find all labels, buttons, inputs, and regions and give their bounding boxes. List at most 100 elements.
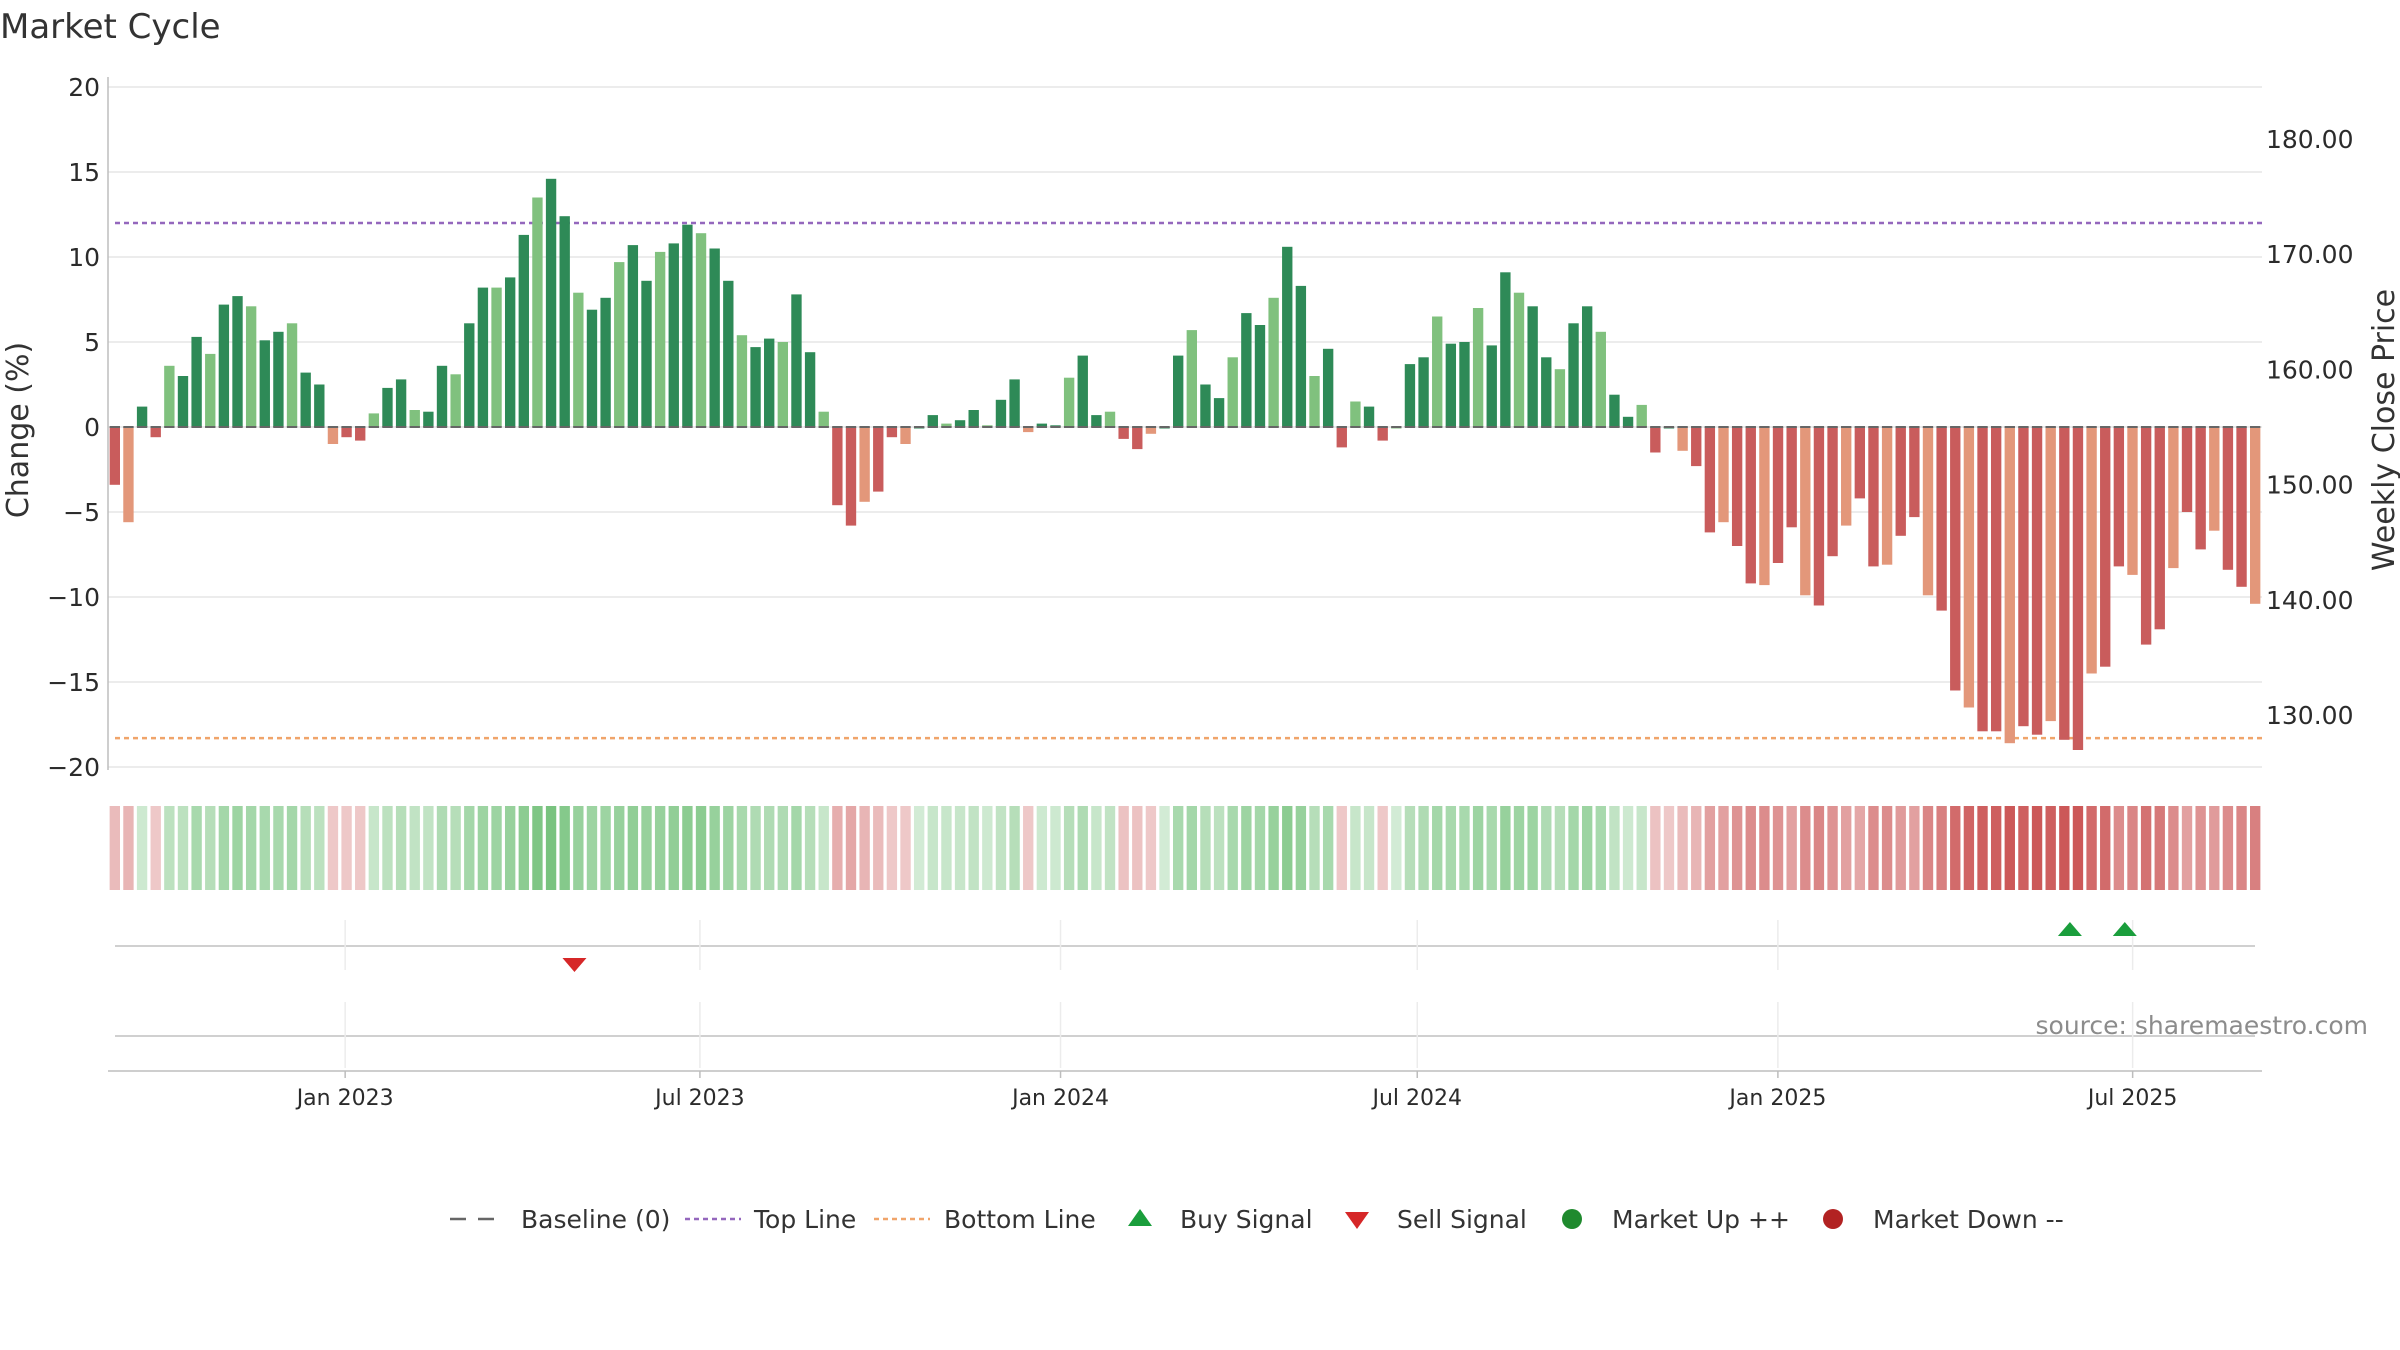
strip-cell [504,806,516,890]
change-bar [1445,343,1457,427]
strip-cell [1936,806,1947,890]
strip-cell [573,806,584,890]
strip-cell [2209,806,2220,890]
change-bar [709,248,720,427]
change-bar [750,347,761,427]
legend-sell-swatch [1345,1212,1369,1229]
change-bar [123,427,134,523]
change-bar [1854,427,1866,499]
change-bar [1527,306,1538,427]
strip-cell [1772,806,1784,890]
change-bar [1936,427,1947,611]
strip-cell [1841,806,1852,890]
change-bar [791,294,802,427]
change-bar [627,245,639,427]
legend-label: Market Down -- [1873,1205,2064,1234]
strip-cell [1990,806,2002,890]
change-bar [1677,427,1688,451]
strip-cell [164,806,175,890]
strip-cell [1023,806,1034,890]
change-bar [545,178,557,427]
y-tick-label: 20 [68,73,100,102]
reference-lines [115,221,2262,740]
change-bar [368,413,380,427]
change-bar [654,251,666,427]
change-bar [1500,272,1511,427]
change-bar [1282,246,1293,427]
change-bar [1636,404,1647,427]
strip-cell [1145,806,1157,890]
strip-cell [654,806,666,890]
strip-cell [1895,806,1906,890]
strip-cell [764,806,775,890]
strip-cell [409,806,420,890]
strip-cell [859,806,870,890]
strip-cell [804,806,816,890]
change-bar [1950,427,1961,691]
strip-cell [668,806,679,890]
strip-cell [1691,806,1702,890]
change-bar [695,233,707,427]
strip-cell [123,806,134,890]
change-bar [1691,427,1702,467]
strip-cell [177,806,189,890]
strip-cell [2004,806,2015,890]
change-bar [2181,427,2193,512]
strip-cell [477,806,489,890]
strip-cell [982,806,993,890]
strip-cell [1295,806,1307,890]
y2-tick-label: 140.00 [2266,586,2353,615]
strip-cell [1363,806,1375,890]
change-bar [600,297,611,427]
y2-tick-label: 160.00 [2266,355,2353,384]
strip-cell [259,806,270,890]
change-bar [736,335,748,427]
strip-cell [791,806,802,890]
strip-cell [232,806,243,890]
change-bar [2100,427,2111,667]
change-bar [614,262,625,427]
strip-cell [136,806,148,890]
strip-cell [995,806,1007,890]
y-tick-label: 5 [84,328,100,357]
sell-signal-marker [562,958,587,972]
legend-label: Buy Signal [1180,1205,1313,1234]
change-bar [941,423,952,427]
strip-cell [1050,806,1061,890]
strip-cell [2236,806,2247,890]
change-bar [1200,384,1211,427]
change-bar [1268,297,1279,427]
strip-cell [1868,806,1879,890]
x-axis: Jan 2023 Jul 2023 Jan 2024 Jul 2024 Jan 2025… [108,1070,2262,1111]
change-bar [995,399,1007,427]
change-bar [1568,323,1579,427]
change-bar [1145,427,1157,434]
strip-cell [2127,806,2138,890]
strip-cell [886,806,898,890]
change-bar [205,353,216,427]
strip-cell [2059,806,2070,890]
change-bar [2004,427,2015,744]
change-bar [109,427,120,485]
change-bar [259,340,270,427]
change-bar [1418,357,1429,427]
change-bar [177,376,189,427]
change-bar [1132,427,1143,450]
strip-cell [736,806,748,890]
strip-cell [450,806,461,890]
change-bar [1990,427,2002,732]
strip-cell [2140,806,2152,890]
change-bar [2140,427,2152,645]
change-bar [1486,345,1497,427]
change-bar [1881,427,1893,565]
x-tick-label: Jan 2023 [295,1086,394,1111]
strip-cell [1418,806,1429,890]
strip-cell [1827,806,1838,890]
legend: Baseline (0) Top Line Bottom Line Buy Signa… [450,1205,2064,1234]
legend-market-down-swatch [1823,1209,1843,1229]
strip-cell [1950,806,1961,890]
strip-cell [1445,806,1457,890]
change-bar [1650,427,1661,453]
legend-label: Baseline (0) [521,1205,670,1234]
strip-cell [1759,806,1770,890]
